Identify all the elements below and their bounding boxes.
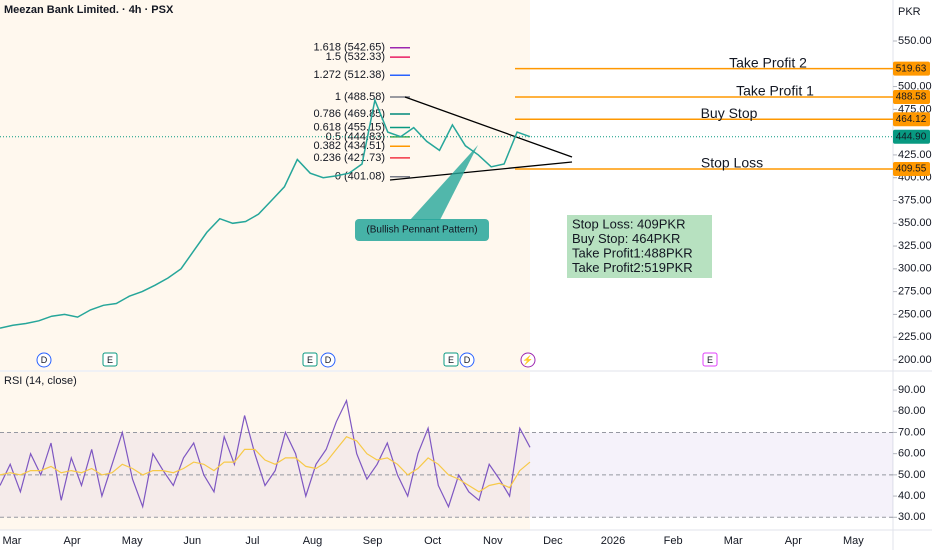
x-tick-label: May <box>843 535 864 547</box>
y-tick-label: 80.00 <box>898 405 926 417</box>
axis-label: PKR <box>898 6 921 18</box>
fib-label: 0 (401.08) <box>335 171 385 183</box>
series-line <box>0 398 531 509</box>
level-tag <box>893 61 930 76</box>
last-price-tag <box>893 129 930 144</box>
level-text: Take Profit 1 <box>736 83 814 99</box>
y-tick-label: 550.00 <box>898 35 932 47</box>
level-text: Buy Stop <box>701 105 758 121</box>
x-tick-label: Apr <box>64 535 81 547</box>
y-tick-label: 475.00 <box>898 103 932 115</box>
y-tick-label: 30.00 <box>898 511 926 523</box>
y-tick-label: 325.00 <box>898 240 932 252</box>
event-label: E <box>107 355 113 365</box>
session-shade <box>0 372 530 530</box>
x-tick-label: Mar <box>724 535 743 547</box>
note-line: Stop Loss: 409PKR <box>572 216 685 231</box>
event-label: E <box>707 355 713 365</box>
y-tick-label: 425.00 <box>898 149 932 161</box>
fib-label: 1.5 (532.33) <box>326 51 385 63</box>
callout-text: (Bullish Pennant Pattern) <box>366 225 477 236</box>
y-tick-label: 300.00 <box>898 263 932 275</box>
note-line: Buy Stop: 464PKR <box>572 231 680 246</box>
x-tick-label: Apr <box>785 535 802 547</box>
event-label: D <box>325 355 332 365</box>
y-tick-label: 225.00 <box>898 331 932 343</box>
fib-label: 0.786 (469.85) <box>313 108 385 120</box>
series-line <box>0 435 531 493</box>
fib-label: 0.382 (434.51) <box>313 140 385 152</box>
note-line: Take Profit2:519PKR <box>572 260 693 275</box>
y-tick-label: 40.00 <box>898 490 926 502</box>
y-tick-label: 375.00 <box>898 194 932 206</box>
series-line <box>0 97 531 329</box>
y-tick-label: 90.00 <box>898 384 926 396</box>
fib-label: 0.5 (444.83) <box>326 131 385 143</box>
level-text: Stop Loss <box>701 155 763 171</box>
y-tick-label: 50.00 <box>898 469 926 481</box>
fib-label: 1.272 (512.38) <box>313 69 385 81</box>
x-tick-label: Aug <box>303 535 323 547</box>
pane-title: RSI (14, close) <box>4 375 77 387</box>
trendline <box>404 96 573 158</box>
level-tag <box>893 89 930 104</box>
fib-label: 1.618 (542.65) <box>313 42 385 54</box>
level-tag <box>893 112 930 127</box>
fib-label: 0.618 (455.15) <box>313 121 385 133</box>
y-tick-label: 60.00 <box>898 448 926 460</box>
x-tick-label: Mar <box>3 535 22 547</box>
y-tick-label: 500.00 <box>898 80 932 92</box>
event-label: E <box>307 355 313 365</box>
note-box <box>567 215 712 278</box>
level-value: 488.58 <box>896 92 927 103</box>
event-label: D <box>41 355 48 365</box>
level-value: 409.55 <box>896 164 927 175</box>
event-label: ⚡ <box>522 354 533 366</box>
chart-title: Meezan Bank Limited. · 4h · PSX <box>4 4 174 16</box>
level-text: Take Profit 2 <box>729 54 807 70</box>
note-line: Take Profit1:488PKR <box>572 245 693 260</box>
x-tick-label: May <box>122 535 143 547</box>
x-tick-label: Nov <box>483 535 503 547</box>
y-tick-label: 250.00 <box>898 308 932 320</box>
x-tick-label: Jul <box>245 535 259 547</box>
y-tick-label: 200.00 <box>898 354 932 366</box>
fib-label: 1 (488.58) <box>335 91 385 103</box>
y-tick-label: 350.00 <box>898 217 932 229</box>
fib-label: 0.236 (421.73) <box>313 152 385 164</box>
trendline <box>389 161 573 181</box>
event-icon <box>320 352 336 368</box>
event-icon <box>520 352 536 368</box>
x-tick-label: Jun <box>183 535 201 547</box>
event-label: D <box>464 355 471 365</box>
event-icon <box>102 352 118 367</box>
y-tick-label: 275.00 <box>898 286 932 298</box>
event-icon <box>702 352 718 367</box>
x-tick-label: Oct <box>424 535 441 547</box>
last-price-label: 444.90 <box>896 131 927 142</box>
session-shade <box>0 0 530 370</box>
x-tick-label: Dec <box>543 535 563 547</box>
event-icon <box>302 352 318 367</box>
event-icon <box>36 352 52 368</box>
level-value: 519.63 <box>896 63 927 74</box>
x-tick-label: Sep <box>363 535 383 547</box>
event-icon <box>443 352 459 367</box>
callout-box <box>355 219 489 241</box>
event-label: E <box>448 355 454 365</box>
level-tag <box>893 162 930 177</box>
event-icon <box>459 352 475 368</box>
x-tick-label: Feb <box>664 535 683 547</box>
callout-pointer <box>410 145 478 220</box>
x-tick-label: 2026 <box>601 535 625 547</box>
level-value: 464.12 <box>896 114 927 125</box>
y-tick-label: 70.00 <box>898 426 926 438</box>
